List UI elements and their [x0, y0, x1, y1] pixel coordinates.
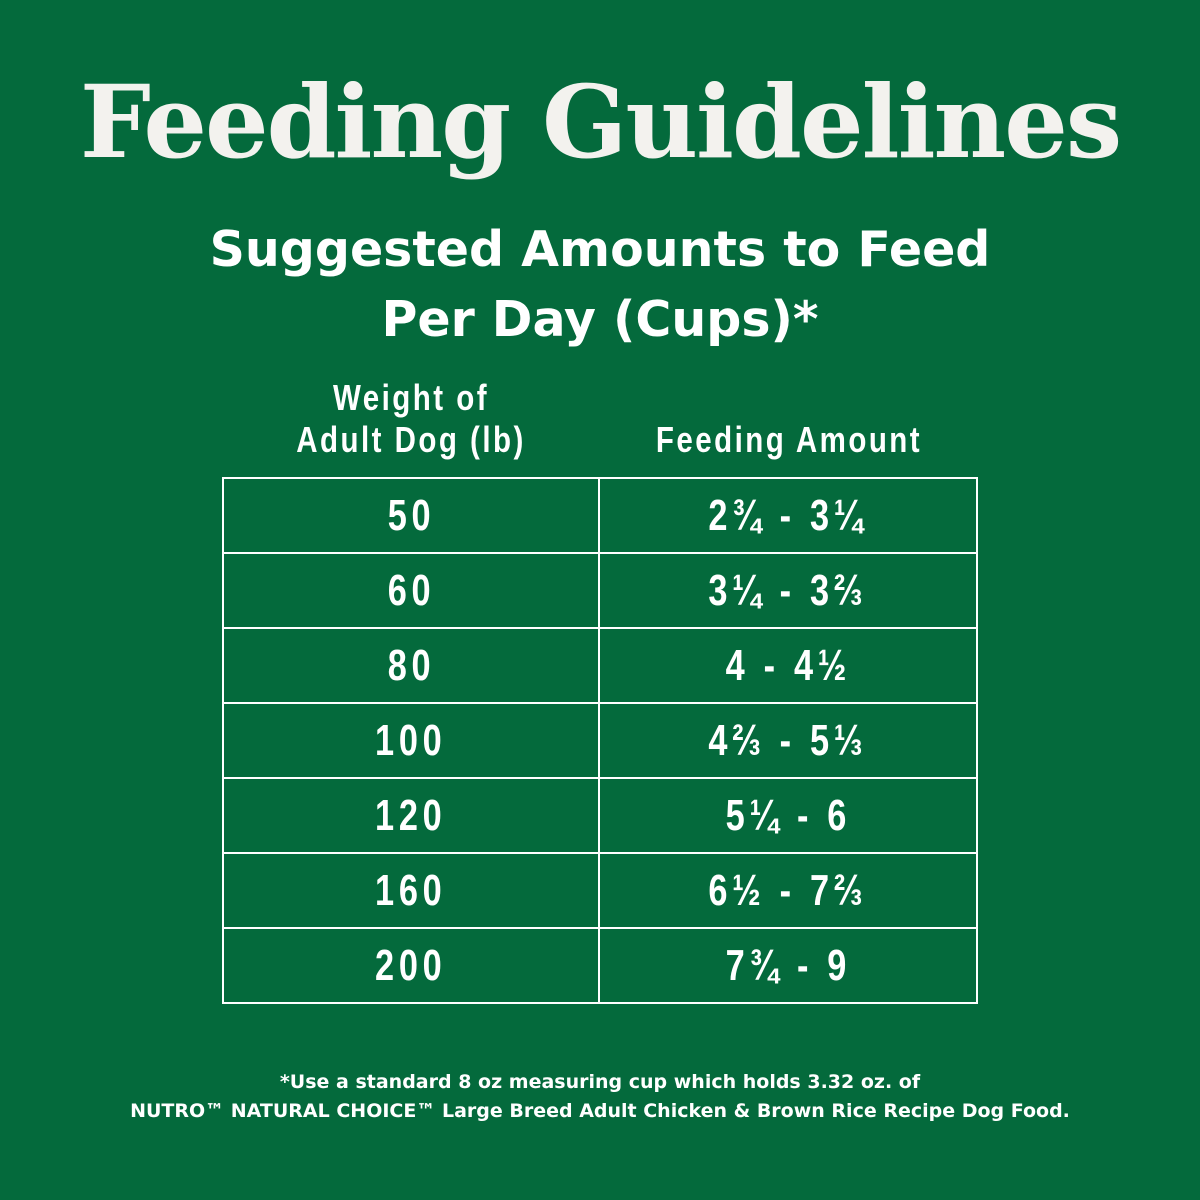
- amount-value: 7¾ - 9: [725, 940, 851, 990]
- amount-value: 3¼ - 3⅔: [708, 565, 868, 615]
- amount-header-label: Feeding Amount: [655, 419, 923, 460]
- amount-cell: 4⅔ - 5⅓: [598, 702, 978, 779]
- weight-value: 200: [375, 940, 447, 990]
- footnote: *Use a standard 8 oz measuring cup which…: [0, 1068, 1200, 1126]
- subtitle-line-1: Suggested Amounts to Feed: [209, 221, 991, 278]
- footnote-line-2: NUTRO™ NATURAL CHOICE™ Large Breed Adult…: [130, 1100, 1070, 1122]
- weight-value: 60: [387, 565, 435, 615]
- amount-cell: 6½ - 7⅔: [598, 852, 978, 929]
- amount-value: 4 - 4½: [725, 640, 851, 690]
- amount-cell: 7¾ - 9: [598, 927, 978, 1004]
- subtitle: Suggested Amounts to Feed Per Day (Cups)…: [0, 215, 1200, 355]
- table-row: 80 4 - 4½: [221, 627, 978, 704]
- weight-value: 50: [387, 490, 435, 540]
- page-title: Feeding Guidelines: [79, 63, 1122, 181]
- amount-value: 4⅔ - 5⅓: [708, 715, 868, 765]
- table-row: 60 3¼ - 3⅔: [221, 552, 978, 629]
- weight-cell: 50: [221, 477, 601, 554]
- table-row: 160 6½ - 7⅔: [221, 852, 978, 929]
- weight-cell: 160: [221, 852, 601, 929]
- weight-column-header: Weight of Adult Dog (lb): [256, 377, 566, 461]
- weight-cell: 80: [221, 627, 601, 704]
- weight-value: 160: [375, 865, 447, 915]
- table-row: 100 4⅔ - 5⅓: [221, 702, 978, 779]
- amount-cell: 5¼ - 6: [598, 777, 978, 854]
- amount-cell: 2¾ - 3¼: [598, 477, 978, 554]
- weight-value: 80: [387, 640, 435, 690]
- amount-column-header: Feeding Amount: [634, 419, 944, 461]
- weight-cell: 120: [221, 777, 601, 854]
- amount-cell: 3¼ - 3⅔: [598, 552, 978, 629]
- table-row: 50 2¾ - 3¼: [221, 477, 978, 554]
- table-row: 200 7¾ - 9: [221, 927, 978, 1004]
- amount-value: 5¼ - 6: [725, 790, 851, 840]
- weight-value: 120: [375, 790, 447, 840]
- amount-value: 2¾ - 3¼: [708, 490, 868, 540]
- amount-cell: 4 - 4½: [598, 627, 978, 704]
- weight-value: 100: [375, 715, 447, 765]
- weight-cell: 60: [221, 552, 601, 629]
- subtitle-line-2: Per Day (Cups)*: [381, 291, 819, 348]
- weight-header-line-2: Adult Dog (lb): [296, 419, 526, 460]
- amount-value: 6½ - 7⅔: [708, 865, 868, 915]
- table-row: 120 5¼ - 6: [221, 777, 978, 854]
- weight-cell: 200: [221, 927, 601, 1004]
- weight-cell: 100: [221, 702, 601, 779]
- footnote-line-1: *Use a standard 8 oz measuring cup which…: [279, 1071, 921, 1093]
- weight-header-line-1: Weight of: [332, 377, 490, 418]
- feeding-table: 50 2¾ - 3¼ 60 3¼ - 3⅔ 80 4 - 4½ 100 4⅔ -…: [221, 477, 978, 1004]
